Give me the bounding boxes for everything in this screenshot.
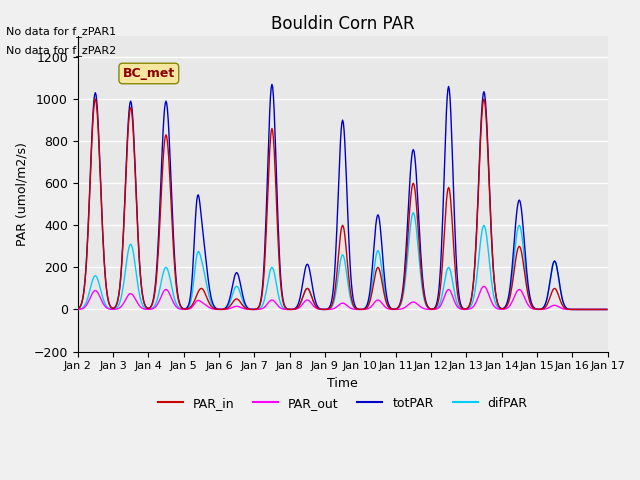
Text: No data for f_zPAR2: No data for f_zPAR2 xyxy=(6,45,116,56)
Legend: PAR_in, PAR_out, totPAR, difPAR: PAR_in, PAR_out, totPAR, difPAR xyxy=(153,392,532,415)
X-axis label: Time: Time xyxy=(327,377,358,390)
Y-axis label: PAR (umol/m2/s): PAR (umol/m2/s) xyxy=(15,142,28,246)
Text: No data for f_zPAR1: No data for f_zPAR1 xyxy=(6,25,116,36)
Text: BC_met: BC_met xyxy=(123,67,175,80)
Title: Bouldin Corn PAR: Bouldin Corn PAR xyxy=(271,15,415,33)
